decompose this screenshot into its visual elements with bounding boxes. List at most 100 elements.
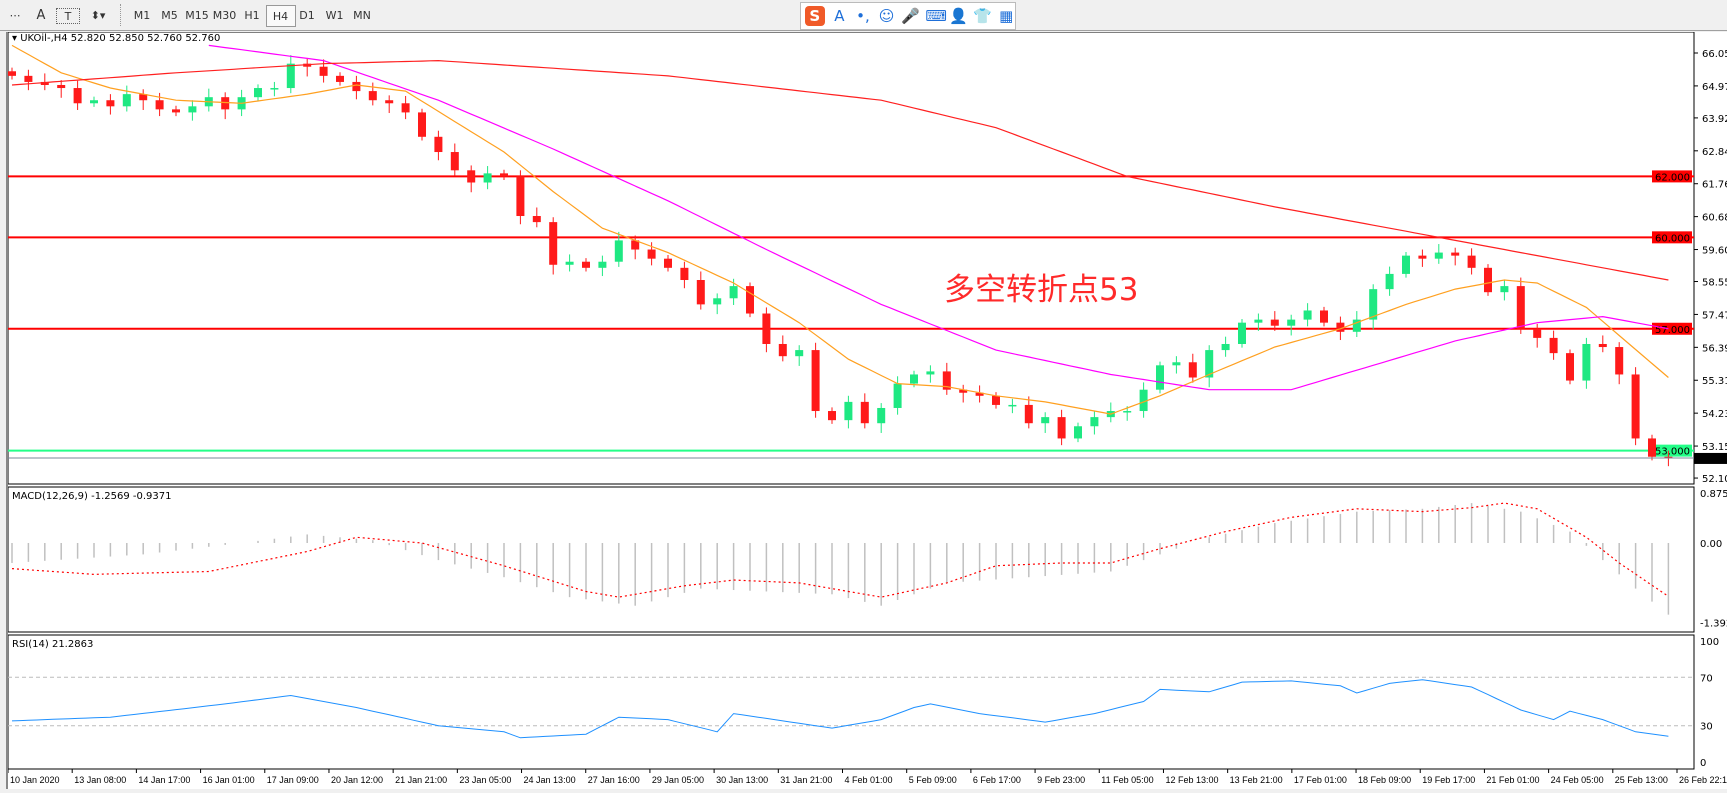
price-tick-label: 52.100 (1702, 474, 1727, 485)
punctuation-icon[interactable]: •, (856, 7, 870, 25)
rsi-line (11, 679, 1669, 739)
price-tick-label: 64.970 (1702, 82, 1727, 93)
time-label: 11 Feb 05:00 (1101, 775, 1153, 785)
price-tick-label: 58.550 (1702, 278, 1727, 289)
timeframe-m5[interactable]: M5 (161, 8, 178, 22)
candle-body (483, 173, 492, 183)
candle-body (1024, 404, 1033, 424)
text-label-icon[interactable]: T (56, 8, 80, 24)
candle-body (172, 109, 180, 113)
timeframe-mn[interactable]: MN (353, 8, 371, 22)
timeframe-h4[interactable]: H4 (265, 5, 296, 27)
candle-body (631, 240, 640, 250)
time-label: 23 Jan 05:00 (459, 775, 511, 785)
candle-body (122, 94, 131, 107)
candle-body (598, 261, 607, 268)
candle-body (467, 170, 476, 183)
grid-icon[interactable]: ⋯ (9, 8, 21, 22)
ime-toolbar: S A •, ☺ 🎤 ⌨ 👤 👕 ▦ (800, 2, 1016, 30)
main-panel-frame (8, 32, 1695, 485)
sogou-logo-icon[interactable]: S (805, 6, 825, 26)
user-lock-icon[interactable]: 👤 (949, 7, 969, 25)
time-label: 27 Jan 16:00 (588, 775, 640, 785)
text-icon[interactable]: A (36, 7, 46, 23)
time-label: 10 Jan 2020 (10, 775, 60, 785)
chart-window[interactable]: 66.050 64.970 63.920 62.840 61.760 60.680 59.6… (6, 32, 1727, 789)
rsi-label: RSI(14) 21.2863 (12, 639, 94, 650)
macd-panel-frame (8, 486, 1695, 633)
time-label: 30 Jan 13:00 (716, 775, 768, 785)
price-tick-label: 62.840 (1702, 147, 1727, 158)
candle-body (1484, 267, 1492, 293)
price-tick-label: 66.050 (1702, 49, 1727, 60)
candle-body (1057, 417, 1066, 439)
level-label: 53.000 (1655, 447, 1690, 458)
candle-body (910, 374, 918, 384)
candle-body (1156, 365, 1164, 390)
candle-body (1336, 322, 1345, 332)
candle-body (860, 401, 869, 424)
time-label: 13 Jan 08:00 (74, 775, 126, 785)
time-label: 19 Feb 17:00 (1422, 775, 1475, 785)
chart-canvas[interactable]: 66.050 64.970 63.920 62.840 61.760 60.680 59.6… (8, 32, 1727, 789)
level-label: 60.000 (1655, 233, 1690, 244)
candle-body (500, 173, 508, 177)
time-label: 14 Jan 17:00 (138, 775, 190, 785)
timeframe-h1[interactable]: H1 (244, 8, 260, 22)
candle-body (1320, 310, 1328, 323)
candle-body (24, 75, 33, 82)
time-label: 6 Feb 17:00 (973, 775, 1021, 785)
candle-body (811, 350, 820, 412)
moving-average-line (208, 44, 1669, 391)
timeframe-w1[interactable]: W1 (325, 8, 344, 22)
candle-body (270, 88, 279, 90)
candle-body (844, 401, 853, 421)
timeframe-m15[interactable]: M15 (185, 8, 209, 22)
time-label: 13 Feb 21:00 (1230, 775, 1283, 785)
candle-body (1451, 252, 1460, 256)
candle-body (614, 240, 623, 262)
macd-signal-line (11, 502, 1669, 598)
moving-average-line (11, 44, 1669, 415)
macd-axis-label: 0.8756 (1700, 489, 1727, 500)
arrows-icon[interactable]: ⬍▾ (90, 8, 106, 22)
macd-label: MACD(12,26,9) -1.2569 -0.9371 (12, 491, 172, 502)
candle-body (434, 136, 443, 153)
candle-body (385, 100, 394, 104)
time-label: 5 Feb 09:00 (909, 775, 957, 785)
timeframe-d1[interactable]: D1 (299, 8, 315, 22)
candle-body (1188, 362, 1197, 378)
keyboard-icon[interactable]: ⌨ (925, 7, 948, 25)
candle-body (1549, 337, 1558, 354)
candle-body (1418, 255, 1427, 259)
candle-body (746, 286, 754, 314)
candle-body (549, 222, 558, 265)
candle-body (1615, 347, 1624, 375)
timeframe-m30[interactable]: M30 (212, 8, 237, 22)
rsi-axis-label: 100 (1700, 637, 1719, 648)
candle-body (319, 66, 328, 76)
candle-body (582, 261, 590, 268)
candle-body (926, 371, 935, 375)
candle-body (1123, 411, 1132, 413)
emoji-icon[interactable]: ☺ (878, 7, 895, 25)
candle-body (1500, 286, 1509, 293)
annotation-text[interactable]: 多空转折点53 (944, 272, 1139, 308)
microphone-icon[interactable]: 🎤 (901, 7, 921, 25)
timeframe-m1[interactable]: M1 (133, 8, 151, 22)
font-icon[interactable]: A (834, 7, 845, 25)
level-label: 57.000 (1655, 325, 1690, 336)
candle-body (1270, 319, 1279, 326)
rsi-axis-label: 70 (1700, 673, 1713, 684)
candle-body (877, 407, 886, 424)
macd-axis-label: 0.00 (1700, 539, 1722, 550)
time-label: 24 Jan 13:00 (524, 775, 576, 785)
skin-shirt-icon[interactable]: 👕 (973, 7, 993, 25)
candle-body (1402, 255, 1410, 274)
grid-menu-icon[interactable]: ▦ (999, 7, 1014, 25)
moving-average-line (11, 59, 1669, 281)
time-label: 24 Feb 05:00 (1551, 775, 1604, 785)
candle-body (73, 88, 82, 104)
symbol-label: ▾ UKOil-,H4 52.820 52.850 52.760 52.760 (12, 33, 221, 44)
level-label-bg (1652, 444, 1692, 457)
